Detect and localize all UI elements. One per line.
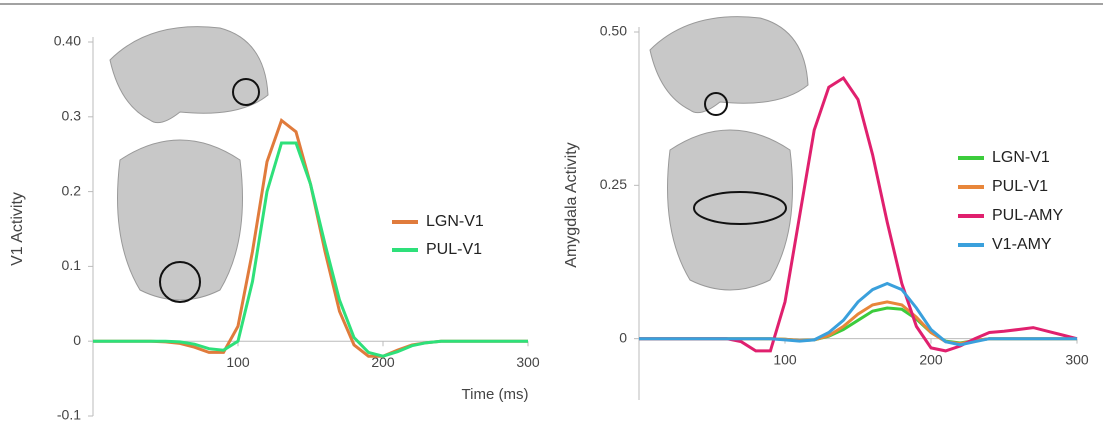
x-tick-label: 200 [919, 351, 943, 367]
legend-label: LGN-V1 [426, 213, 484, 230]
brain-sagittal [109, 26, 269, 124]
legend-label: LGN-V1 [992, 149, 1050, 166]
x-tick-label: 300 [1065, 351, 1089, 367]
x-tick-label: 100 [226, 354, 250, 370]
y-tick-label: 0.2 [62, 182, 82, 198]
brain-axial [117, 139, 243, 301]
legend-label: PUL-V1 [426, 241, 482, 258]
highlight-circle [232, 78, 260, 106]
y-tick-label: 0 [73, 332, 81, 348]
y-tick-label: 0.1 [62, 257, 82, 273]
highlight-ellipse [693, 191, 787, 225]
y-axis-label: V1 Activity [9, 192, 26, 266]
legend-label: PUL-AMY [992, 207, 1063, 224]
y-tick-label: 0.50 [600, 23, 627, 39]
brain-sagittal [649, 16, 809, 114]
y-axis-label: Amygdala Activity [563, 142, 580, 267]
highlight-circle [704, 92, 728, 116]
brain-illustrations [109, 16, 809, 303]
x-tick-label: 100 [773, 351, 797, 367]
y-tick-label: 0 [619, 329, 627, 345]
y-tick-label: 0.3 [62, 108, 82, 124]
y-tick-label: 0.25 [600, 176, 627, 192]
series-line [93, 141, 528, 358]
highlight-circle [159, 261, 201, 303]
x-tick-label: 300 [516, 354, 540, 370]
brain-axial [667, 129, 793, 291]
series-line [639, 281, 1077, 347]
x-axis-label: Time (ms) [462, 386, 529, 403]
legend-label: PUL-V1 [992, 178, 1048, 195]
x-tick-label: 200 [371, 354, 395, 370]
legend-label: V1-AMY [992, 236, 1052, 253]
y-tick-label: -0.1 [57, 407, 81, 423]
y-tick-label: 0.40 [54, 33, 81, 49]
